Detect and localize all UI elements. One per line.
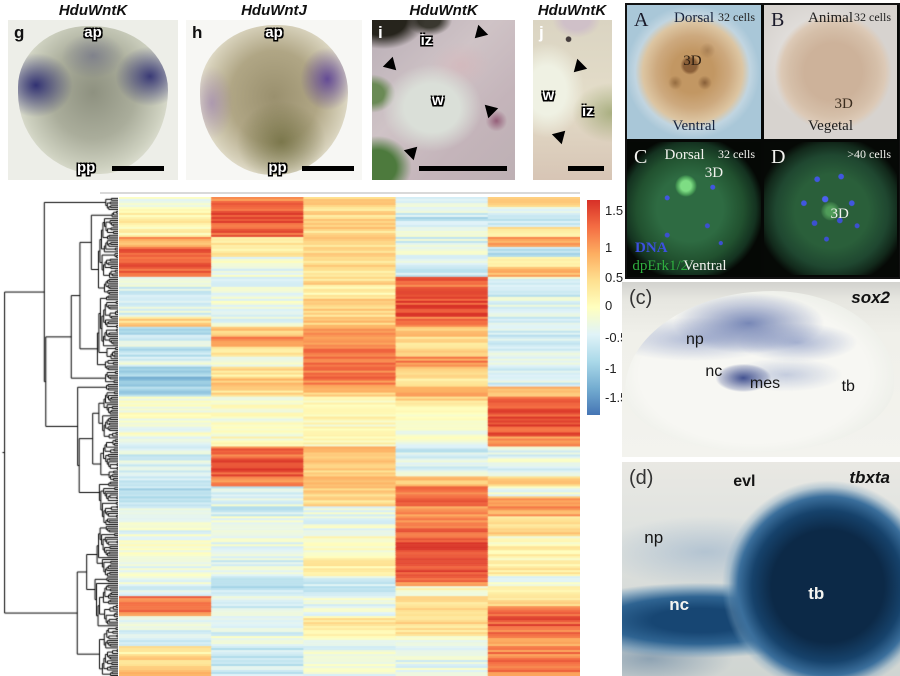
panel-h-title: HduWntJ <box>241 2 307 19</box>
arrowhead-icon <box>479 99 499 119</box>
colorbar-tick: 0 <box>605 298 613 313</box>
tb-label: tb <box>841 378 855 396</box>
evl-label: evl <box>733 472 756 490</box>
np-label: np <box>644 528 664 548</box>
panel-j-title: HduWntK <box>537 2 607 19</box>
colorbar-tick: 1.5 <box>605 203 624 218</box>
dorsal-label: Dorsal <box>674 10 714 26</box>
embryo-image-h <box>200 24 348 176</box>
dperk-stain-label: dpErk1/2 <box>632 257 689 274</box>
panel-letter-B: B <box>771 9 785 31</box>
embryo-image-c <box>624 290 895 452</box>
3d-blastomere-label: 3D <box>683 53 702 70</box>
cell-stage-label: 32 cells <box>718 147 755 161</box>
gene-name-sox2: sox2 <box>851 288 890 307</box>
embryo-panel-C: C Dorsal 32 cells 3D DNA dpErk1/2 Ventra… <box>627 142 761 275</box>
panel-letter-A: A <box>634 9 649 31</box>
embryo-panel-group: A Dorsal 32 cells 3D Ventral B Animal 32… <box>625 3 900 279</box>
ventral-label: Ventral <box>672 118 716 134</box>
colorbar-gradient <box>587 200 600 415</box>
heatmap-top-edge <box>100 192 580 194</box>
colorbar-tick: -0.5 <box>605 330 628 345</box>
panel-letter-h: h <box>192 23 203 42</box>
micrograph-panel-j: j w iz <box>533 20 612 180</box>
embryo-panel-A: A Dorsal 32 cells 3D Ventral <box>627 5 761 139</box>
iz-label: iz <box>420 32 433 49</box>
embryo-panel-D: D >40 cells 3D <box>764 142 897 275</box>
scale-bar <box>419 166 507 171</box>
3d-blastomere-label: 3D <box>704 164 724 181</box>
colorbar-tick: 0.5 <box>605 270 624 285</box>
scale-bar <box>302 166 354 171</box>
cell-stage-label: >40 cells <box>847 147 891 161</box>
tb-label: tb <box>808 583 825 603</box>
arrowhead-icon <box>551 125 570 144</box>
scale-bar <box>112 166 164 171</box>
dna-stain-label: DNA <box>635 240 668 257</box>
arrowhead-icon <box>404 141 423 160</box>
arrowhead-icon <box>469 24 489 44</box>
panel-letter-C: C <box>634 146 648 168</box>
cell-stage-label: 32 cells <box>854 10 891 24</box>
cell-stage-label: 32 cells <box>718 10 755 24</box>
arrowhead-icon <box>382 56 402 76</box>
np-label: np <box>685 331 704 348</box>
panel-g-title: HduWntK <box>58 2 128 19</box>
iz-label: iz <box>581 103 594 121</box>
panel-i-title: HduWntK <box>409 2 478 19</box>
animal-label: Animal <box>808 10 853 26</box>
panel-letter-d: (d) <box>629 467 654 489</box>
vegetal-label: Vegetal <box>808 118 853 134</box>
dorsal-label: Dorsal <box>664 147 705 163</box>
nc-label: nc <box>705 362 723 380</box>
scale-bar <box>568 166 604 171</box>
gene-name-tbxta: tbxta <box>849 468 890 487</box>
insitu-panel-d: (d) tbxta evl np nc tb <box>622 462 900 676</box>
pp-label: pp <box>268 159 287 176</box>
pp-label: pp <box>77 159 96 176</box>
micrograph-panel-i: i iz w <box>372 20 515 180</box>
row-dendrogram <box>0 197 118 676</box>
3d-blastomere-label: 3D <box>834 96 853 113</box>
heatmap-canvas <box>119 197 580 676</box>
w-label: w <box>542 87 555 105</box>
insitu-panel-c: (c) sox2 np nc mes tb <box>622 282 900 457</box>
colorbar-tick: -1 <box>605 361 617 376</box>
panel-letter-c: (c) <box>629 287 653 309</box>
colorbar-tick: 1 <box>605 240 613 255</box>
panel-letter-i: i <box>378 23 383 42</box>
panel-letter-D: D <box>771 146 786 168</box>
w-label: w <box>432 92 444 109</box>
colorbar-tick: -1.5 <box>605 390 628 405</box>
panel-letter-g: g <box>14 23 25 42</box>
panel-letter-j: j <box>539 23 544 42</box>
nc-label: nc <box>669 594 690 614</box>
mes-label: mes <box>749 374 781 392</box>
ap-label: ap <box>84 24 102 41</box>
arrowhead-icon <box>568 58 588 77</box>
embryo-image-g <box>18 26 168 174</box>
micrograph-panel-g: g ap pp <box>8 20 178 180</box>
micrograph-panel-h: h ap pp <box>186 20 362 180</box>
embryo-panel-B: B Animal 32 cells 3D Vegetal <box>764 5 897 139</box>
ventral-label: Ventral <box>683 257 727 274</box>
ap-label: ap <box>265 24 283 41</box>
3d-blastomere-label: 3D <box>830 205 849 222</box>
